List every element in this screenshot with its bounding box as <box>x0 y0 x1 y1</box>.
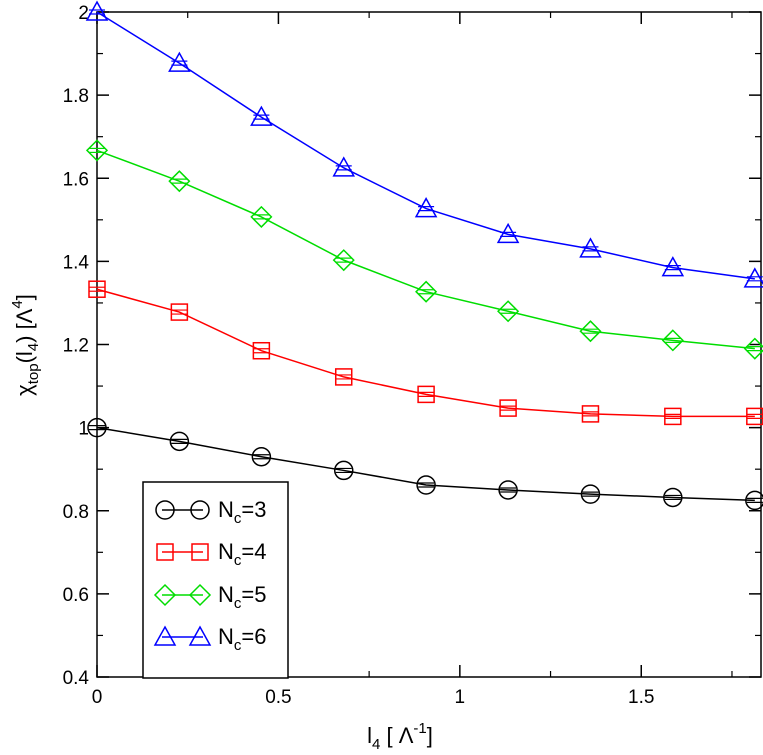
x-tick-label: 0.5 <box>265 687 291 708</box>
data-point <box>251 446 272 467</box>
x-axis-base: l <box>367 723 372 748</box>
svg-text:χtop(l4) [Λ4]: χtop(l4) [Λ4] <box>9 294 42 396</box>
y-axis-title: χtop(l4) [Λ4] <box>9 294 42 396</box>
legend-marker-nc6 <box>153 625 212 646</box>
data-point <box>661 329 684 352</box>
y-axis-arg-sub: 4 <box>25 343 42 351</box>
series-line <box>96 288 755 418</box>
series-n-c-4 <box>88 280 763 426</box>
data-point <box>85 0 109 21</box>
data-point <box>743 267 763 288</box>
series-n-c-5 <box>85 139 763 360</box>
y-axis-arg-open: (l <box>12 351 37 363</box>
data-point <box>580 484 601 504</box>
data-point <box>332 156 356 177</box>
y-axis-chi: χ <box>12 384 37 396</box>
data-point <box>743 337 763 360</box>
data-point <box>85 139 109 162</box>
data-point <box>498 480 518 500</box>
data-point <box>496 222 520 244</box>
legend-entry-nc5: Nc=5 <box>153 582 266 612</box>
y-tick-label: 0.8 <box>63 502 89 523</box>
series-n-c-6 <box>85 0 763 288</box>
x-axis-unit-open: [ Λ <box>380 723 413 748</box>
data-point <box>663 487 683 508</box>
legend-symbol <box>156 543 174 561</box>
series-n-c-3 <box>87 417 763 511</box>
y-tick-label: 2 <box>78 3 89 24</box>
y-axis-sup: 4 <box>9 300 26 308</box>
data-point <box>88 280 106 298</box>
data-point <box>168 170 191 193</box>
data-point <box>581 405 600 423</box>
data-point <box>416 475 436 495</box>
legend-marker-nc4 <box>156 543 209 561</box>
data-point <box>499 399 517 417</box>
legend-symbol <box>155 500 175 520</box>
data-point <box>87 417 107 438</box>
x-axis-sub: 4 <box>372 736 380 753</box>
x-tick-label: 0 <box>92 687 103 708</box>
legend-entry-nc3: Nc=3 <box>155 497 266 527</box>
data-point <box>169 431 190 452</box>
y-tick-label: 1 <box>78 419 89 440</box>
legend-symbol <box>153 583 177 607</box>
ticks <box>96 11 761 678</box>
legend-entry-nc4: Nc=4 <box>156 539 266 569</box>
data-point <box>417 385 435 404</box>
tick-labels: 0 0.5 1 1.5 0.4 0.6 0.8 1 1.2 1.4 1.6 1.8 2 <box>63 3 655 708</box>
y-tick-label: 0.4 <box>63 668 90 689</box>
legend-symbol <box>191 543 209 561</box>
data-point <box>334 368 353 386</box>
legend-label-nc6: Nc=6 <box>218 624 266 654</box>
legend-label-nc3: Nc=3 <box>218 497 266 527</box>
y-tick-label: 1.2 <box>63 336 89 357</box>
legend-symbol <box>188 625 212 646</box>
legend-symbol <box>190 500 210 520</box>
legend-entry-nc6: Nc=6 <box>153 624 266 654</box>
legend-label-nc4: Nc=4 <box>218 539 266 569</box>
x-tick-label: 1.5 <box>628 687 654 708</box>
data-point <box>414 197 438 218</box>
y-axis-arg-close: ) [Λ <box>12 308 37 343</box>
data-point <box>332 249 355 272</box>
legend-symbol <box>153 625 177 646</box>
y-tick-label: 0.6 <box>63 585 89 606</box>
y-tick-label: 1.8 <box>63 86 89 107</box>
series-group <box>85 0 763 511</box>
x-axis-title: l4 [ Λ-1] <box>367 720 433 753</box>
x-tick-label: 1 <box>455 687 466 708</box>
x-axis-unit-close: ] <box>427 723 433 748</box>
data-point <box>170 303 189 321</box>
y-axis-close: ] <box>12 294 37 300</box>
data-point <box>250 105 273 126</box>
data-point <box>252 341 271 360</box>
series-line <box>96 11 755 280</box>
data-point <box>415 280 438 303</box>
data-point <box>745 490 763 511</box>
y-tick-label: 1.6 <box>63 169 89 190</box>
data-point <box>333 460 354 481</box>
legend: Nc=3 Nc=4 Nc=5 Nc=6 <box>142 481 289 679</box>
legend-label-nc5: Nc=5 <box>218 582 266 612</box>
data-point <box>661 256 685 277</box>
data-point <box>579 237 602 258</box>
legend-marker-nc3 <box>155 500 210 520</box>
legend-entries: Nc=3 Nc=4 Nc=5 Nc=6 <box>153 497 266 654</box>
series-line <box>96 149 755 350</box>
series-line <box>96 426 755 502</box>
legend-symbol <box>188 583 212 607</box>
data-point <box>168 51 191 72</box>
data-point <box>497 300 520 323</box>
y-tick-label: 1.4 <box>63 252 90 273</box>
data-point <box>664 407 682 426</box>
y-axis-chi-sub: top <box>25 363 42 384</box>
legend-marker-nc5 <box>153 583 212 607</box>
data-point <box>579 320 602 343</box>
data-point <box>250 205 273 228</box>
x-axis-unit-sup: -1 <box>413 720 426 737</box>
